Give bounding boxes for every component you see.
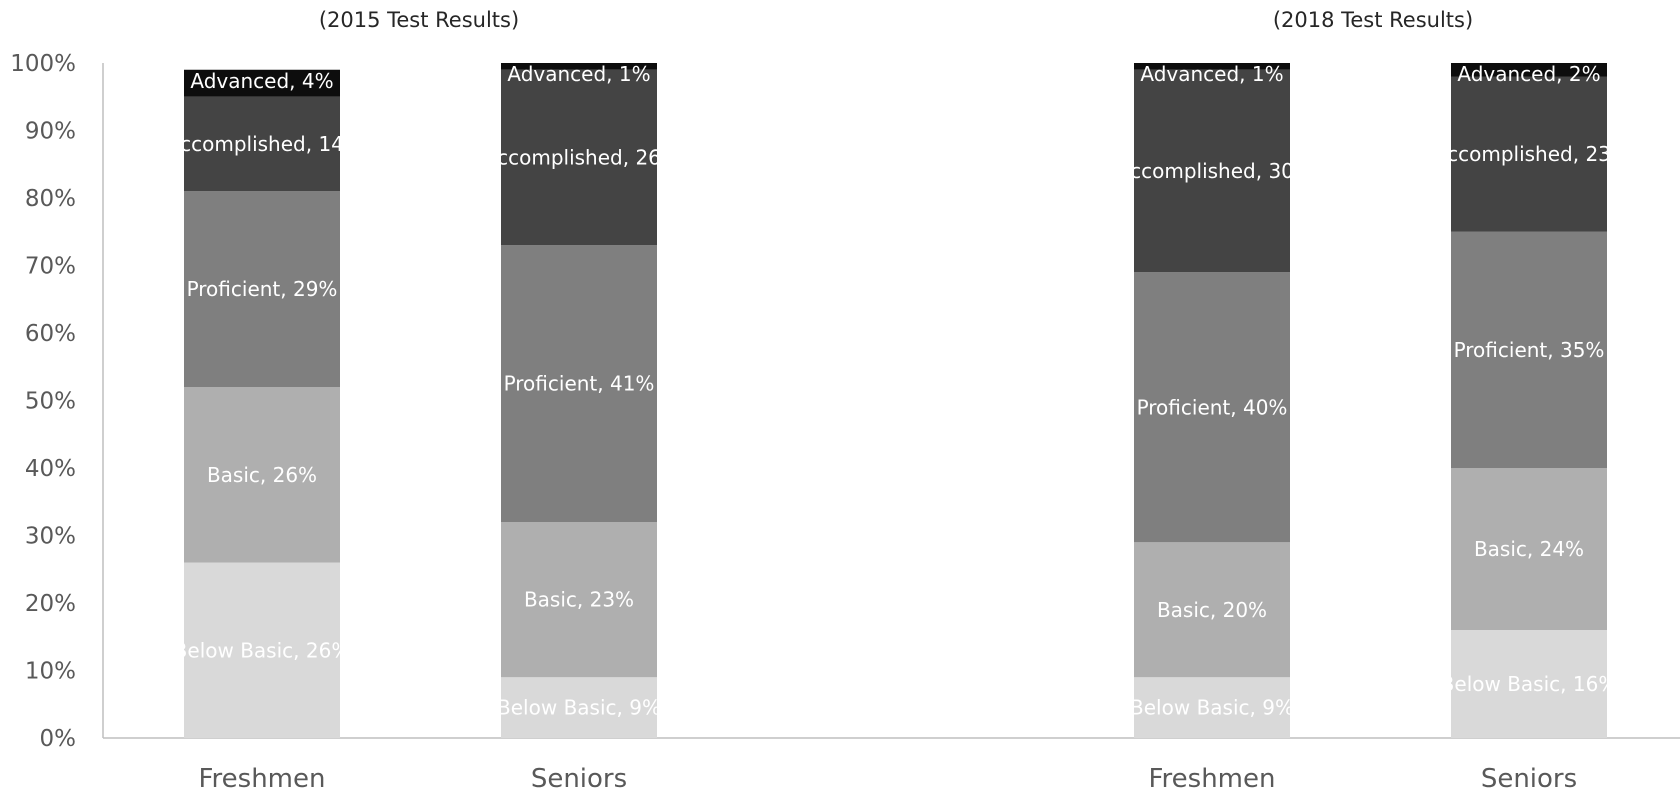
bar-segment-proficient	[1451, 231, 1607, 468]
y-tick-label: 90%	[25, 119, 76, 145]
data-label: ccomplished, 26	[497, 146, 661, 170]
data-label: Proficient, 40%	[1137, 395, 1288, 419]
bar-segment-below-basic	[1451, 630, 1607, 738]
y-tick-label: 0%	[40, 726, 77, 752]
data-label: Below Basic, 26%	[174, 638, 351, 662]
bar-segment-below-basic	[184, 562, 340, 738]
data-label: Advanced, 4%	[190, 69, 333, 93]
data-label: ccomplished, 23	[1447, 142, 1611, 166]
bars	[184, 63, 1607, 738]
group-title: (2015 Test Results)	[319, 8, 519, 32]
bar-segment-basic	[501, 522, 657, 678]
bar-segment-advanced	[1451, 63, 1607, 77]
y-tick-label: 80%	[25, 186, 76, 212]
axis-text: 0% 10% 20% 30% 40% 50% 60% 70% 80% 90% 100% (2015 T…	[10, 8, 1577, 794]
data-label: ccomplished, 30	[1130, 159, 1294, 183]
axes	[102, 63, 1680, 739]
bar-segment-below-basic	[501, 677, 657, 738]
bar-segment-below-basic	[1134, 677, 1290, 738]
data-label: Basic, 26%	[207, 463, 317, 487]
data-label: Below Basic, 9%	[497, 696, 661, 720]
y-tick-label: 40%	[25, 456, 76, 482]
data-labels: Below Basic, 26% Basic, 26% Proficient, 29…	[174, 62, 1618, 720]
bar-segment-accomplished	[184, 96, 340, 192]
data-label: Basic, 20%	[1157, 598, 1267, 622]
data-label: Advanced, 2%	[1457, 62, 1600, 86]
bar-segment-proficient	[501, 245, 657, 522]
data-label: Proficient, 41%	[504, 372, 655, 396]
bar-segment-proficient	[1134, 272, 1290, 543]
bar-segment-proficient	[184, 191, 340, 387]
x-tick-label: Seniors	[531, 764, 627, 794]
bar-segment-advanced	[184, 69, 340, 97]
data-label: ccomplished, 14	[180, 132, 344, 156]
y-tick-label: 30%	[25, 524, 76, 550]
data-label: Advanced, 1%	[1140, 62, 1283, 86]
data-label: Below Basic, 9%	[1130, 696, 1294, 720]
y-tick-label: 20%	[25, 591, 76, 617]
bar-segment-advanced	[501, 63, 657, 70]
y-tick-label: 60%	[25, 321, 76, 347]
bar-segment-accomplished	[501, 69, 657, 246]
data-label: Advanced, 1%	[507, 62, 650, 86]
x-tick-label: Freshmen	[1148, 764, 1275, 794]
data-label: Proficient, 29%	[187, 277, 338, 301]
data-label: Below Basic, 16%	[1441, 672, 1618, 696]
bar-segment-basic	[1134, 542, 1290, 678]
bar-segment-advanced	[1134, 63, 1290, 70]
group-title: (2018 Test Results)	[1273, 8, 1473, 32]
data-label: Proficient, 35%	[1454, 338, 1605, 362]
y-tick-label: 10%	[25, 659, 76, 685]
y-tick-label: 70%	[25, 254, 76, 280]
y-tick-label: 50%	[25, 389, 76, 415]
x-tick-label: Freshmen	[198, 764, 325, 794]
bar-segment-accomplished	[1134, 69, 1290, 273]
data-label: Basic, 23%	[524, 588, 634, 612]
bar-segment-basic	[1451, 468, 1607, 630]
x-tick-label: Seniors	[1481, 764, 1577, 794]
bar-segment-accomplished	[1451, 76, 1607, 232]
y-tick-label: 100%	[10, 51, 76, 77]
bar-segment-basic	[184, 387, 340, 563]
data-label: Basic, 24%	[1474, 537, 1584, 561]
